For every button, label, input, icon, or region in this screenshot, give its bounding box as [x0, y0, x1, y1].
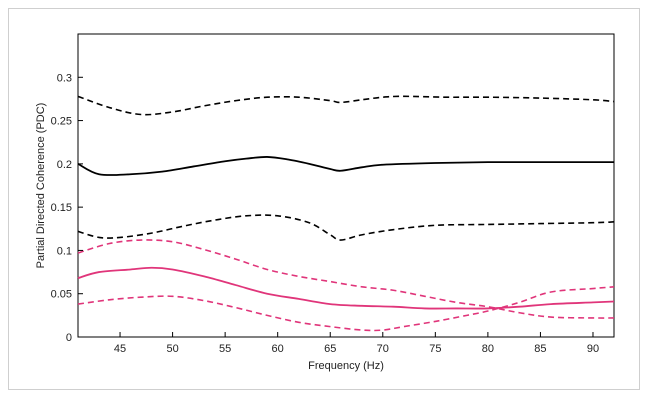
x-axis-label: Frequency (Hz)	[308, 360, 384, 372]
tick-layer: 45 50 55 60 65 70 75 80 85 90 0 0.05 0.1 0.15 0.2 0.25 0…	[51, 72, 600, 355]
x-tick-label: 60	[272, 343, 284, 355]
y-tick-label: 0.05	[51, 289, 72, 301]
y-tick-label: 0.2	[57, 159, 72, 171]
y-tick-label: 0	[66, 332, 72, 344]
y-tick-label: 0.3	[57, 72, 72, 84]
x-tick-label: 75	[429, 343, 441, 355]
plot-border	[77, 33, 615, 338]
x-tick-label: 50	[166, 343, 178, 355]
plot-area	[77, 33, 615, 338]
y-axis-label: Partial Directed Coherence (PDC)	[35, 103, 47, 269]
series-line-magenta-mean	[77, 266, 615, 310]
y-tick-label: 0.25	[51, 116, 72, 128]
x-tick-label: 85	[534, 343, 546, 355]
x-tick-label: 70	[377, 343, 389, 355]
x-tick-label: 65	[324, 343, 336, 355]
series-line-black-lower-dashed	[77, 214, 615, 241]
series-line-black-mean	[77, 156, 614, 177]
y-tick-label: 0.1	[57, 245, 72, 257]
x-tick-label: 80	[482, 343, 494, 355]
series-layer	[77, 95, 615, 332]
series-line-black-upper-dashed	[77, 95, 615, 116]
series-line-magenta-upper-dashed	[77, 239, 615, 319]
chart-frame	[8, 8, 640, 390]
x-tick-label: 45	[114, 343, 126, 355]
x-tick-label: 90	[587, 343, 599, 355]
series-line-magenta-lower-dashed	[77, 285, 615, 332]
x-tick-label: 55	[219, 343, 231, 355]
y-tick-label: 0.15	[51, 202, 72, 214]
